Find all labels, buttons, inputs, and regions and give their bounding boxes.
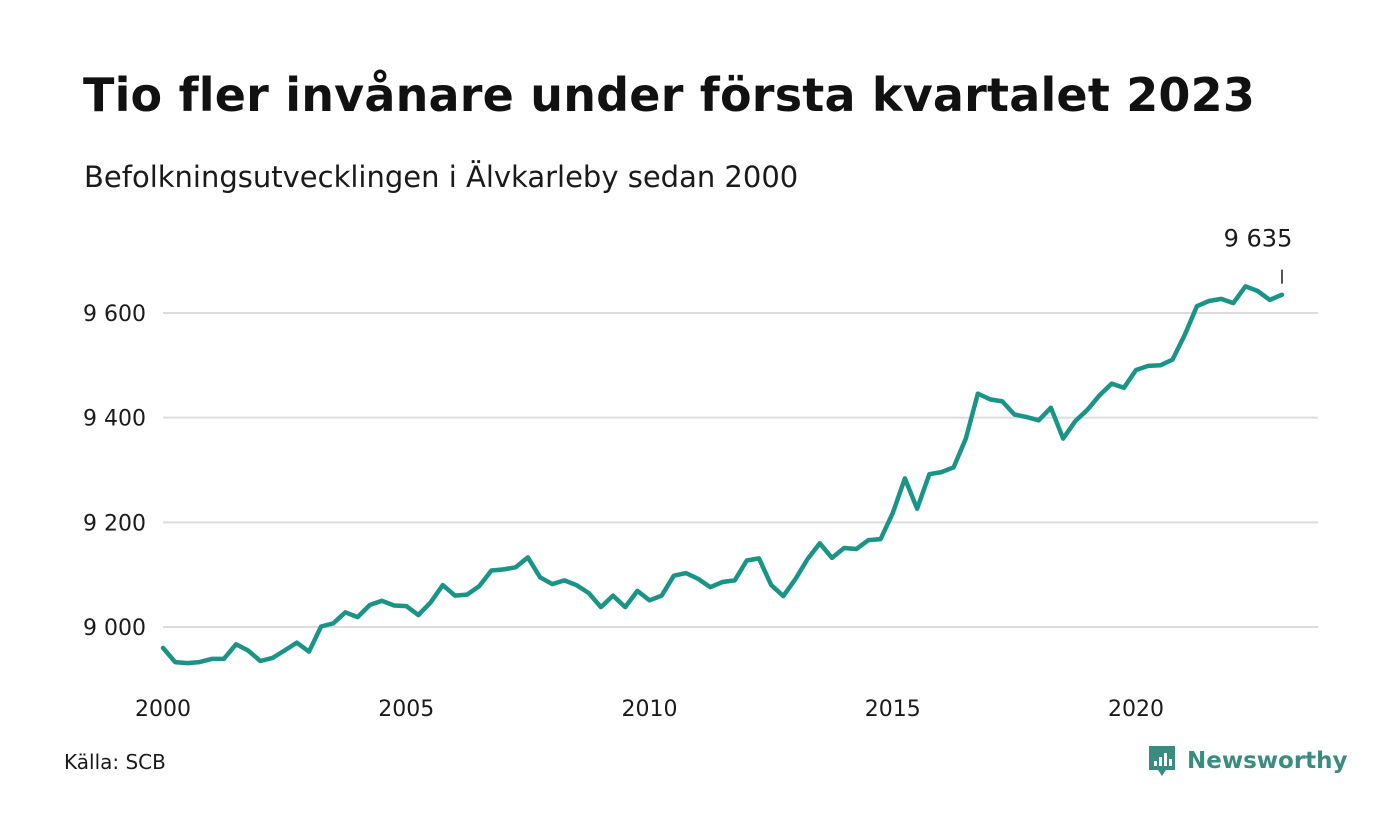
x-axis-tick-labels: 2000 2005 2010 2015 2020 (135, 697, 1164, 722)
y-tick-label: 9 400 (83, 407, 146, 432)
x-tick-label: 2010 (622, 697, 678, 722)
x-tick-label: 2020 (1108, 697, 1164, 722)
y-tick-label: 9 200 (83, 511, 146, 536)
y-tick-label: 9 000 (83, 616, 146, 641)
brand-logo: Newsworthy (1147, 744, 1348, 778)
newsworthy-logo-icon (1149, 746, 1175, 776)
gridlines (163, 312, 1318, 628)
end-label-group: 9 635 (1224, 225, 1293, 284)
series-group (160, 284, 1285, 666)
x-tick-label: 2005 (378, 697, 434, 722)
y-tick-label: 9 600 (83, 302, 146, 327)
end-value-label: 9 635 (1224, 225, 1293, 253)
y-axis-tick-labels: 9 000 9 200 9 400 9 600 (83, 302, 146, 641)
chart-title: Tio fler invånare under första kvartalet… (83, 68, 1256, 122)
x-tick-label: 2000 (135, 697, 191, 722)
brand-name: Newsworthy (1187, 748, 1348, 774)
series-line (160, 284, 1285, 666)
chart-subtitle: Befolkningsutvecklingen i Älvkarleby sed… (84, 160, 799, 194)
source-note: Källa: SCB (64, 750, 166, 774)
x-tick-label: 2015 (865, 697, 921, 722)
